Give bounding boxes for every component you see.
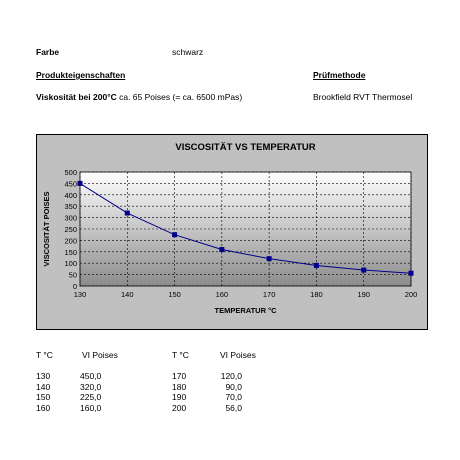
data-point-marker xyxy=(172,232,178,238)
y-tick-label: 100 xyxy=(64,259,77,268)
y-tick-label: 500 xyxy=(64,168,77,177)
data-point-marker xyxy=(124,210,130,216)
series-line xyxy=(79,182,412,274)
x-tick-label: 200 xyxy=(405,290,418,299)
data-point-marker xyxy=(266,256,272,262)
viscosity-line: Viskosität bei 200°C ca. 65 Poises (= ca… xyxy=(36,92,242,102)
table-cell-temp: 180 xyxy=(172,381,187,392)
x-tick-label: 170 xyxy=(263,290,276,299)
table-cell-viscosity: 225,0 xyxy=(80,392,102,402)
data-point-marker xyxy=(313,262,319,268)
table-cell-temp: 170 xyxy=(172,371,187,381)
y-tick-label: 200 xyxy=(64,236,77,245)
viscosity-value: ca. 65 Poises (= ca. 6500 mPas) xyxy=(119,92,243,102)
table-header-vi1: VI Poises xyxy=(82,350,118,360)
x-tick-label: 140 xyxy=(121,290,134,299)
table-cell-temp: 140 xyxy=(36,381,51,392)
table-cell-temp: 160 xyxy=(36,402,51,413)
table-header-t2: T °C xyxy=(172,350,189,360)
y-tick-label: 300 xyxy=(64,214,77,223)
table-header-vi2: VI Poises xyxy=(220,350,256,360)
table-cell-viscosity: 160,0 xyxy=(80,402,102,413)
table-cell-viscosity: 90,0 xyxy=(225,381,242,392)
y-axis-label: VISCOSITÄT POISES xyxy=(42,191,51,266)
section-pruefmethode: Prüfmethode xyxy=(313,70,366,80)
test-method: Brookfield RVT Thermosel xyxy=(313,92,413,102)
y-tick-label: 150 xyxy=(64,248,77,257)
data-point-marker xyxy=(408,270,414,276)
y-tick-label: 50 xyxy=(69,271,77,280)
x-tick-label: 180 xyxy=(310,290,323,299)
viscosity-chart: VISCOSITÄT VS TEMPERATUR 0 50 100 150 200 250 3… xyxy=(42,142,418,315)
y-tick-label: 250 xyxy=(64,225,77,234)
table-cell-viscosity: 450,0 xyxy=(80,371,102,381)
section-produkteigenschaften: Produkteigenschaften xyxy=(36,70,126,80)
y-tick-label: 400 xyxy=(64,191,77,200)
table-cell-viscosity: 120,0 xyxy=(220,371,242,381)
table-header-t1: T °C xyxy=(36,350,53,360)
data-point-marker xyxy=(361,267,367,273)
x-axis-label: TEMPERATUR °C xyxy=(214,306,277,315)
table-cell-temp: 130 xyxy=(36,371,51,381)
viscosity-label: Viskosität bei 200°C xyxy=(36,92,117,102)
farbe-value: schwarz xyxy=(172,47,204,57)
chart-title: VISCOSITÄT VS TEMPERATUR xyxy=(175,142,315,153)
data-point-marker xyxy=(77,180,83,186)
chart-frame: VISCOSITÄT VS TEMPERATUR 0 50 100 150 200 250 3… xyxy=(36,134,428,330)
x-tick-label: 190 xyxy=(357,290,370,299)
table-cell-viscosity: 320,0 xyxy=(80,381,102,392)
y-tick-label: 0 xyxy=(73,282,77,291)
data-point-marker xyxy=(219,247,225,253)
y-tick-label: 350 xyxy=(64,202,77,211)
x-tick-label: 160 xyxy=(216,290,229,299)
table-cell-temp: 150 xyxy=(36,392,51,402)
x-tick-label: 150 xyxy=(168,290,181,299)
table-cell-viscosity: 70,0 xyxy=(225,392,242,402)
table-cell-temp: 200 xyxy=(172,402,187,413)
plot-border xyxy=(79,171,412,287)
y-tick-label: 450 xyxy=(64,179,77,188)
x-tick-label: 130 xyxy=(74,290,87,299)
farbe-label: Farbe xyxy=(36,47,60,57)
table-cell-viscosity: 56,0 xyxy=(225,402,242,413)
table-cell-temp: 190 xyxy=(172,392,187,402)
